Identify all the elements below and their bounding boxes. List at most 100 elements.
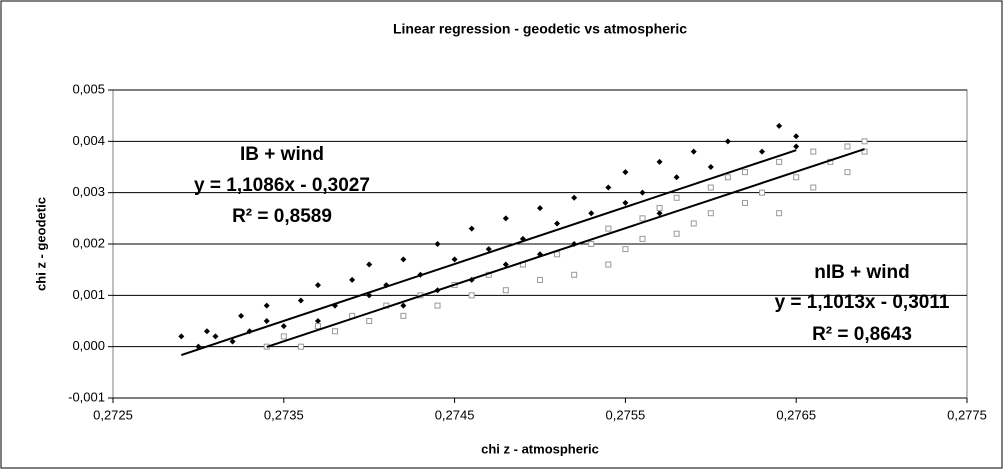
annotation-r-squared: R² = 0,8589 <box>232 206 332 227</box>
point <box>554 251 561 258</box>
chart-title: Linear regression - geodetic vs atmosphe… <box>393 21 687 37</box>
point <box>588 210 595 217</box>
trendline <box>181 149 797 356</box>
y-tick-label: 0,001 <box>72 287 105 302</box>
point <box>656 210 663 217</box>
y-tick-label: 0,003 <box>72 184 105 199</box>
point <box>263 318 270 324</box>
point <box>605 184 612 191</box>
point <box>554 220 561 227</box>
point <box>349 276 356 283</box>
point <box>656 205 663 212</box>
x-axis-label: chi z - atmospheric <box>481 441 599 456</box>
point <box>673 174 680 181</box>
point <box>314 318 321 324</box>
point <box>468 292 475 299</box>
point <box>639 189 646 196</box>
point <box>468 225 475 232</box>
y-tick-label: 0,004 <box>72 133 105 148</box>
point <box>537 205 543 212</box>
point <box>605 261 612 268</box>
point <box>622 169 629 176</box>
point <box>861 138 868 145</box>
point <box>297 297 304 304</box>
point <box>314 323 321 330</box>
point <box>280 323 287 330</box>
point <box>707 210 714 217</box>
point <box>741 199 748 206</box>
point <box>639 235 646 242</box>
point <box>622 199 629 206</box>
annotation-equation: y = 1,1086x - 0,3027 <box>194 175 370 196</box>
point <box>622 246 629 253</box>
point <box>212 333 219 340</box>
point <box>707 184 714 191</box>
point <box>690 148 697 155</box>
point <box>759 189 766 196</box>
point <box>502 287 509 294</box>
point <box>793 133 800 140</box>
point <box>707 164 714 170</box>
point <box>810 184 817 191</box>
x-tick-label: 0,2765 <box>776 407 816 422</box>
annotation-name: IB + wind <box>240 144 324 165</box>
x-tick-label: 0,2755 <box>606 407 646 422</box>
point <box>793 143 800 150</box>
point <box>400 256 407 263</box>
trendline <box>266 148 865 348</box>
point <box>844 143 851 150</box>
point <box>314 282 321 289</box>
point <box>332 328 339 335</box>
point <box>203 328 210 335</box>
y-tick-label: 0,005 <box>72 81 105 96</box>
x-tick-label: 0,2775 <box>947 407 987 422</box>
point <box>571 271 578 278</box>
annotation-r-squared: R² = 0,8643 <box>812 324 912 345</box>
point <box>263 302 270 309</box>
y-axis-label: chi z - geodetic <box>33 197 48 291</box>
point <box>776 122 783 129</box>
point <box>759 148 766 155</box>
point <box>502 261 509 268</box>
point <box>741 169 748 176</box>
y-tick-label: 0,002 <box>72 235 105 250</box>
point <box>690 220 697 227</box>
point <box>776 210 783 217</box>
point <box>724 174 731 181</box>
point <box>366 318 373 324</box>
point <box>229 338 236 345</box>
annotation-name: nIB + wind <box>814 262 910 283</box>
x-tick-label: 0,2745 <box>435 407 475 422</box>
point <box>793 174 800 181</box>
point <box>844 169 851 176</box>
point <box>280 333 287 340</box>
point <box>673 230 680 237</box>
point <box>451 256 458 263</box>
point <box>810 148 817 155</box>
point <box>297 343 304 350</box>
point <box>485 246 492 253</box>
point <box>656 158 663 165</box>
point <box>537 276 543 283</box>
point <box>502 215 509 222</box>
point <box>605 225 612 232</box>
point <box>588 241 595 247</box>
y-tick-label: -0,001 <box>68 389 105 404</box>
point <box>776 158 783 165</box>
point <box>673 194 680 201</box>
x-tick-label: 0,2725 <box>93 407 133 422</box>
point <box>571 194 578 201</box>
point <box>639 215 646 222</box>
point <box>434 302 441 309</box>
point <box>724 138 731 145</box>
point <box>434 241 441 247</box>
point <box>366 261 373 268</box>
annotation-equation: y = 1,1013x - 0,3011 <box>775 292 950 313</box>
y-tick-label: 0,000 <box>72 338 105 353</box>
point <box>400 312 407 319</box>
point <box>178 333 185 340</box>
point <box>238 312 245 319</box>
point <box>400 302 407 309</box>
x-tick-label: 0,2735 <box>264 407 304 422</box>
